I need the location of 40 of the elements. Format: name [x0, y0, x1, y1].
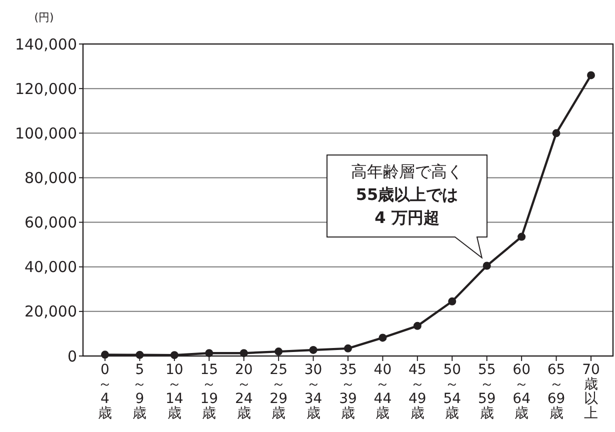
x-tick-label: 55～59歳	[478, 362, 496, 422]
x-tick-label: 60～64歳	[512, 362, 531, 422]
x-tick-label: 5～9歳	[132, 362, 147, 422]
point	[274, 348, 283, 356]
point	[378, 334, 387, 342]
point	[136, 350, 144, 359]
annotation: 高年齢層で高く 55歳以上では 4 万円超	[351, 162, 463, 227]
point	[518, 232, 526, 241]
y-axis-title: (円)	[34, 11, 54, 24]
x-tick-label: 20～24歳	[234, 362, 253, 422]
point	[552, 129, 560, 138]
point	[448, 297, 456, 306]
x-tick-label: 30～34歳	[304, 362, 322, 422]
point	[344, 344, 352, 352]
y-tick-label: 80,000	[24, 168, 77, 187]
x-tick-label: 15～19歳	[200, 362, 218, 422]
y-tick-label: 100,000	[14, 124, 77, 142]
x-tick-label: 70歳以上	[582, 362, 600, 422]
x-tick-label: 35～39歳	[339, 362, 357, 422]
x-tick-label: 40～44歳	[374, 362, 392, 422]
y-tick-label: 60,000	[24, 214, 77, 232]
point	[170, 351, 178, 360]
x-tick-label: 65～69歳	[547, 362, 566, 422]
point	[101, 350, 109, 359]
y-tick-label: 0	[67, 347, 77, 366]
x-tick-label: 45～49歳	[408, 362, 426, 422]
point	[587, 71, 595, 80]
point	[205, 349, 214, 358]
y-tick-label: 120,000	[14, 80, 77, 98]
y-tick-label: 40,000	[24, 258, 77, 276]
point	[413, 322, 422, 330]
point	[482, 262, 491, 270]
y-tick-label: 20,000	[24, 302, 77, 321]
x-tick-label: 0～4歳	[98, 362, 112, 422]
point	[309, 346, 318, 354]
x-tick-label: 50～54歳	[443, 362, 462, 422]
x-tick-label: 25～29歳	[270, 362, 288, 422]
y-tick-label: 140,000	[14, 35, 77, 54]
x-tick-label: 10～14歳	[166, 362, 184, 422]
point	[240, 349, 248, 358]
